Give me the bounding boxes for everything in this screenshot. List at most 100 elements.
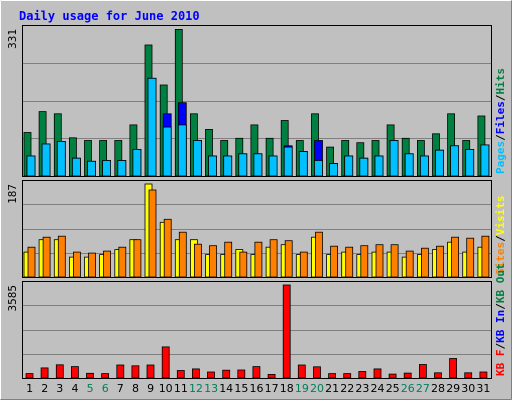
bar-pages-day-14 bbox=[223, 155, 233, 177]
day-label-2: 2 bbox=[41, 382, 48, 395]
legend-entry: Hits bbox=[494, 68, 507, 95]
legend-entry: / bbox=[494, 303, 507, 310]
bar-sites-day-7 bbox=[118, 246, 127, 278]
bar-kbytes-day-27 bbox=[418, 364, 427, 379]
legend-entry: Files bbox=[494, 101, 507, 134]
bar-sites-day-13 bbox=[209, 245, 217, 278]
bar-kbytes-day-9 bbox=[146, 364, 155, 379]
day-label-16: 16 bbox=[250, 382, 264, 395]
bar-pages-day-16 bbox=[253, 153, 263, 177]
bar-pages-day-6 bbox=[102, 160, 111, 177]
bar-pages-day-9 bbox=[147, 77, 157, 177]
day-label-28: 28 bbox=[431, 382, 445, 395]
bar-sites-day-27 bbox=[420, 247, 429, 278]
bar-sites-day-4 bbox=[73, 251, 81, 278]
bar-sites-day-29 bbox=[451, 236, 460, 278]
legend-entry: KB F bbox=[494, 350, 507, 377]
day-label-29: 29 bbox=[446, 382, 460, 395]
bar-pages-day-26 bbox=[404, 153, 414, 177]
legend-entry: / bbox=[494, 343, 507, 350]
bar-pages-day-24 bbox=[374, 155, 384, 177]
legend-entry: / bbox=[494, 235, 507, 242]
day-label-13: 13 bbox=[204, 382, 218, 395]
bar-kbytes-day-1 bbox=[25, 373, 34, 379]
bar-kbytes-day-23 bbox=[358, 371, 367, 379]
bar-pages-day-20 bbox=[314, 160, 323, 177]
bar-pages-day-29 bbox=[450, 145, 460, 177]
bar-pages-day-17 bbox=[268, 155, 278, 177]
bar-sites-day-25 bbox=[390, 244, 399, 278]
panel-ymax-label: 3585 bbox=[6, 285, 19, 312]
day-label-19: 19 bbox=[295, 382, 309, 395]
bar-kbytes-day-5 bbox=[86, 372, 94, 379]
panel-visits-sites: 187 Sites/Visits bbox=[6, 180, 507, 278]
bar-pages-day-5 bbox=[87, 160, 96, 177]
bar-pages-day-21 bbox=[329, 163, 339, 177]
bar-sites-day-23 bbox=[360, 245, 369, 278]
bar-kbytes-day-20 bbox=[313, 366, 321, 379]
bar-kbytes-day-24 bbox=[373, 368, 382, 379]
bar-pages-day-10 bbox=[162, 126, 172, 177]
day-label-4: 4 bbox=[72, 382, 79, 395]
bar-sites-day-31 bbox=[481, 235, 490, 278]
bar-pages-day-8 bbox=[132, 148, 142, 177]
bar-sites-day-19 bbox=[299, 251, 308, 278]
bar-kbytes-day-26 bbox=[403, 372, 412, 379]
bar-sites-day-24 bbox=[375, 244, 384, 278]
day-label-6: 6 bbox=[102, 382, 109, 395]
day-label-8: 8 bbox=[132, 382, 139, 395]
day-label-15: 15 bbox=[234, 382, 248, 395]
bar-sites-day-18 bbox=[284, 240, 293, 278]
bar-sites-day-2 bbox=[42, 236, 51, 278]
bar-kbytes-day-19 bbox=[297, 364, 306, 379]
bar-sites-day-26 bbox=[405, 250, 414, 278]
panel-legend: KB F/KB In/KB Out bbox=[494, 263, 507, 376]
panel-legend: Pages/Files/Hits bbox=[494, 68, 507, 174]
day-label-1: 1 bbox=[26, 382, 33, 395]
bar-pages-day-7 bbox=[117, 160, 127, 177]
bar-sites-day-3 bbox=[57, 235, 66, 278]
bar-kbytes-day-6 bbox=[101, 373, 109, 379]
legend-entry: Visits bbox=[494, 196, 507, 236]
bar-pages-day-28 bbox=[435, 149, 444, 177]
panel-legend: Sites/Visits bbox=[494, 196, 507, 276]
bar-kbytes-day-21 bbox=[328, 373, 337, 379]
bar-sites-day-30 bbox=[466, 237, 475, 278]
bar-sites-day-28 bbox=[436, 245, 444, 278]
bar-pages-day-30 bbox=[465, 148, 475, 177]
chart-title: Daily usage for June 2010 bbox=[19, 9, 200, 23]
day-axis-labels: 1 2 3 4 5 6 7 8 9 10 11 12 13 14 15 16 17 18 19 20 21 22 23 24 2… bbox=[26, 382, 490, 395]
bar-pages-day-18 bbox=[283, 146, 293, 177]
day-label-26: 26 bbox=[401, 382, 415, 395]
legend-entry: / bbox=[494, 134, 507, 141]
bar-sites-day-10 bbox=[163, 218, 172, 278]
bar-pages-day-1 bbox=[26, 155, 36, 177]
bar-sites-day-15 bbox=[239, 251, 248, 278]
day-label-31: 31 bbox=[476, 382, 490, 395]
panel-hits-files-pages: 331 Pages/Files/Hits bbox=[6, 25, 507, 177]
bar-kbytes-day-14 bbox=[222, 369, 231, 379]
bar-sites-day-1 bbox=[27, 246, 36, 278]
bar-pages-day-12 bbox=[192, 140, 202, 177]
legend-entry: Sites bbox=[494, 242, 507, 275]
bar-kbytes-day-4 bbox=[71, 366, 79, 379]
day-label-10: 10 bbox=[159, 382, 173, 395]
bar-sites-day-20 bbox=[315, 231, 323, 278]
day-label-20: 20 bbox=[310, 382, 324, 395]
bar-kbytes-day-16 bbox=[252, 366, 261, 379]
bar-pages-day-13 bbox=[208, 155, 217, 177]
bar-sites-day-5 bbox=[88, 252, 96, 278]
bar-sites-day-9 bbox=[148, 189, 157, 278]
bar-kbytes-day-10 bbox=[161, 346, 170, 379]
bar-kbytes-day-22 bbox=[343, 373, 352, 379]
panel-ymax-label: 331 bbox=[6, 29, 19, 49]
legend-entry: / bbox=[494, 94, 507, 101]
day-label-21: 21 bbox=[325, 382, 339, 395]
bar-kbytes-day-15 bbox=[237, 369, 246, 379]
bar-kbytes-day-28 bbox=[434, 372, 442, 379]
bar-pages-day-31 bbox=[480, 144, 490, 177]
bar-kbytes-day-17 bbox=[267, 373, 276, 379]
bar-kbytes-day-31 bbox=[479, 371, 488, 379]
